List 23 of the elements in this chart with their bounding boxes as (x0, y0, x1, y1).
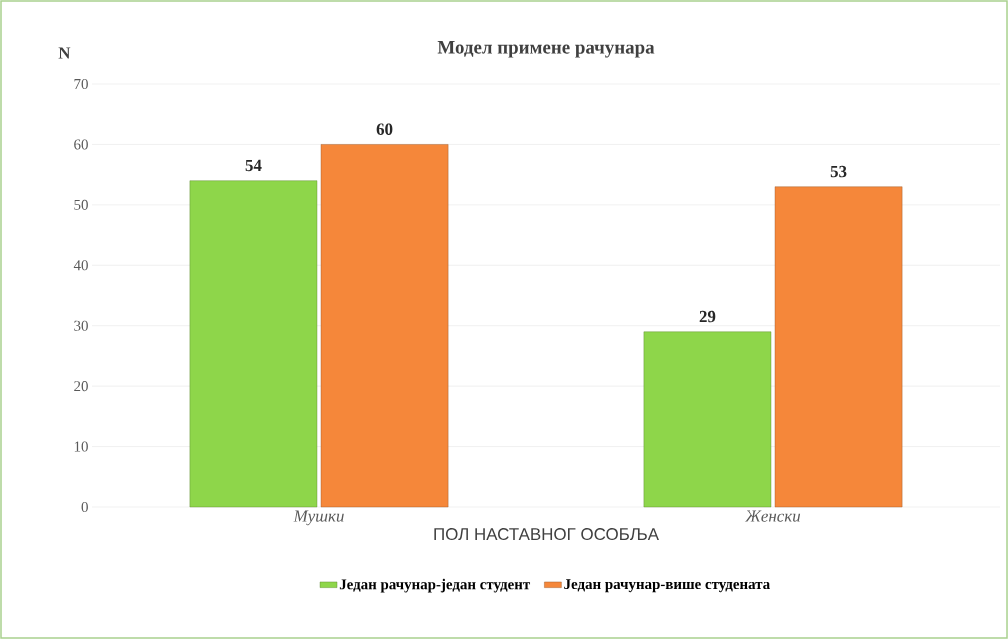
data-label: 53 (830, 165, 847, 178)
y-tick-label: 40 (73, 260, 88, 271)
bar (189, 180, 318, 508)
y-tick-label: 60 (74, 139, 88, 150)
legend-label: Један рачунар-више студената (564, 579, 770, 593)
bar (774, 186, 903, 508)
y-tick-label: 20 (74, 381, 88, 392)
y-tick-label: 10 (74, 441, 88, 452)
y-tick-label: 0 (81, 501, 88, 513)
y-tick-label: 70 (74, 78, 88, 90)
x-tick-label: Женски (744, 510, 801, 522)
chart-title: Модел примене рачунара (437, 41, 655, 58)
data-label: 29 (699, 310, 716, 323)
data-label: 54 (245, 159, 262, 172)
data-label: 60 (376, 123, 393, 135)
x-tick-label: Мушки (293, 510, 344, 526)
legend-label: Један рачунар-један студент (339, 578, 531, 593)
y-tick-label: 30 (74, 320, 88, 331)
y-tick-label: 50 (74, 199, 88, 210)
x-axis-title: ПОЛ НАСТАВНОГ ОСОБЉА (434, 528, 659, 541)
bar (643, 331, 772, 508)
bar (320, 144, 449, 508)
y-axis-title: N (58, 47, 71, 59)
